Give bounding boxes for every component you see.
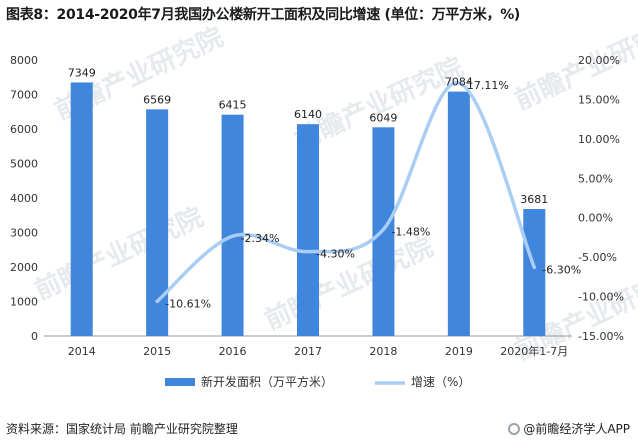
right-axis-tick-label: 20.00% <box>578 54 620 67</box>
left-axis-tick-label: 4000 <box>10 192 38 205</box>
brand-text: @前瞻经济学人APP <box>523 422 630 436</box>
left-axis-tick-label: 0 <box>31 330 38 343</box>
bar-value-label: 6569 <box>143 93 171 106</box>
legend-bar-swatch <box>165 378 195 386</box>
watermark-text: 前瞻产业研究院 <box>30 201 208 306</box>
x-axis-tick-label: 2016 <box>219 345 247 358</box>
left-axis-tick-label: 2000 <box>10 261 38 274</box>
right-axis-tick-label: -5.00% <box>578 251 617 264</box>
x-axis-tick-label: 2018 <box>369 345 397 358</box>
bar-value-label: 6415 <box>219 99 247 112</box>
bar <box>523 209 546 336</box>
bar <box>70 82 93 336</box>
chart-title: 图表8：2014-2020年7月我国办公楼新开工面积及同比增速 (单位：万平方米… <box>6 7 521 23</box>
legend: 新开发面积（万平方米） 增速（%） <box>165 374 470 389</box>
bar-value-label: 7349 <box>68 66 96 79</box>
bar-value-label: 3681 <box>520 193 548 206</box>
line-group <box>155 81 537 304</box>
x-axis-tick-label: 2014 <box>68 345 96 358</box>
axes-group: 0 1000 2000 3000 4000 5000 6000 7000 8000 -15.00%… <box>10 54 624 358</box>
bar-value-label: 6049 <box>369 111 397 124</box>
right-axis-tick-label: 10.00% <box>578 133 620 146</box>
right-axis-tick-label: -15.00% <box>578 330 624 343</box>
bar <box>221 114 244 337</box>
growth-value-label: 17.11% <box>467 79 509 92</box>
growth-value-label: -1.48% <box>391 225 430 238</box>
growth-value-label: -10.61% <box>165 297 211 310</box>
watermark-group: 前瞻产业研究院 前瞻产业研究院前瞻产业研究院前瞻产业研究院前瞻产业研究院前瞻产业研… <box>30 11 638 366</box>
x-axis-tick-label: 2019 <box>445 345 473 358</box>
bar-value-label: 6140 <box>294 108 322 121</box>
left-axis-tick-label: 8000 <box>10 54 38 67</box>
right-axis-tick-label: 0.00% <box>578 212 613 225</box>
left-axis-tick-label: 7000 <box>10 89 38 102</box>
growth-value-label: -4.30% <box>316 248 355 261</box>
right-axis-tick-label: -10.00% <box>578 291 624 304</box>
growth-value-label: -2.34% <box>241 232 280 245</box>
x-axis-tick-label: 2017 <box>294 345 322 358</box>
source-note: 资料来源：国家统计局 前瞻产业研究院整理 <box>6 422 238 436</box>
bar <box>297 124 319 336</box>
brand: @前瞻经济学人APP <box>508 420 630 437</box>
bar <box>447 91 470 337</box>
labels-group: 7349 6569 6415 6140 6049 7084 3681 -10.61% -2.34… <box>68 66 581 310</box>
left-axis-tick-label: 6000 <box>10 123 38 136</box>
growth-value-label: -6.30% <box>542 263 581 276</box>
left-axis-tick-label: 5000 <box>10 158 38 171</box>
brand-logo-icon <box>508 422 521 435</box>
left-axis-tick-label: 1000 <box>10 296 38 309</box>
x-axis-tick-label: 2020年1-7月 <box>500 344 568 358</box>
left-axis-tick-label: 3000 <box>10 227 38 240</box>
legend-line-label: 增速（%） <box>411 375 470 389</box>
growth-line <box>155 81 537 304</box>
legend-bar-label: 新开发面积（万平方米） <box>201 374 333 389</box>
right-axis-tick-label: 5.00% <box>578 172 613 185</box>
bar <box>146 109 169 336</box>
x-axis-tick-label: 2015 <box>143 345 171 358</box>
bar-value-label: 7084 <box>445 76 473 89</box>
right-axis-tick-label: 15.00% <box>578 93 620 106</box>
